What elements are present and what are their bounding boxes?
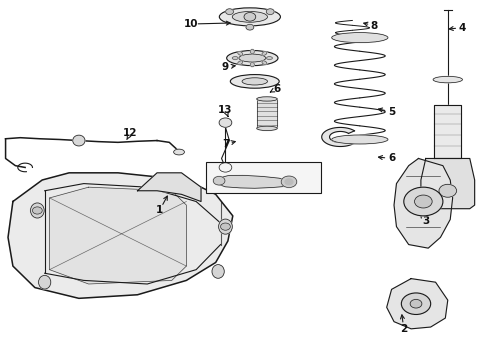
Polygon shape <box>421 158 475 209</box>
Ellipse shape <box>238 61 243 64</box>
Polygon shape <box>138 173 201 202</box>
Ellipse shape <box>257 126 277 131</box>
Text: 13: 13 <box>218 105 233 115</box>
Text: 9: 9 <box>222 62 229 72</box>
Circle shape <box>401 293 431 315</box>
Polygon shape <box>8 173 233 298</box>
Circle shape <box>219 163 232 172</box>
Ellipse shape <box>433 76 463 83</box>
Text: 4: 4 <box>459 23 466 33</box>
Text: 1: 1 <box>156 206 163 216</box>
Polygon shape <box>387 279 448 329</box>
Text: 5: 5 <box>388 107 395 117</box>
Polygon shape <box>322 127 354 147</box>
Text: 2: 2 <box>400 324 407 334</box>
Ellipse shape <box>227 50 278 66</box>
Circle shape <box>213 176 225 185</box>
Ellipse shape <box>212 265 224 278</box>
Polygon shape <box>434 105 462 158</box>
Ellipse shape <box>262 51 267 55</box>
Polygon shape <box>394 158 453 248</box>
Polygon shape <box>257 99 277 129</box>
Ellipse shape <box>238 51 243 55</box>
Ellipse shape <box>332 135 388 144</box>
Ellipse shape <box>39 275 51 289</box>
Text: 11: 11 <box>274 177 289 187</box>
Text: 12: 12 <box>123 129 137 138</box>
Circle shape <box>246 24 254 30</box>
Circle shape <box>244 13 256 21</box>
Text: 10: 10 <box>184 19 198 29</box>
Ellipse shape <box>230 75 279 88</box>
Ellipse shape <box>242 78 268 85</box>
Circle shape <box>281 176 297 188</box>
Text: 6: 6 <box>388 153 395 163</box>
Ellipse shape <box>250 62 254 67</box>
Ellipse shape <box>262 61 267 64</box>
Circle shape <box>285 179 293 185</box>
Ellipse shape <box>232 57 238 59</box>
Text: 8: 8 <box>371 21 378 31</box>
Ellipse shape <box>332 33 388 42</box>
Ellipse shape <box>73 135 85 146</box>
Circle shape <box>266 9 274 14</box>
Circle shape <box>415 195 432 208</box>
Ellipse shape <box>30 203 44 218</box>
Circle shape <box>220 223 230 230</box>
Ellipse shape <box>232 12 268 22</box>
Text: 3: 3 <box>422 216 429 226</box>
Circle shape <box>219 118 232 127</box>
Polygon shape <box>49 187 186 284</box>
Circle shape <box>226 9 233 14</box>
Ellipse shape <box>220 8 280 26</box>
Circle shape <box>32 207 42 214</box>
Ellipse shape <box>239 54 266 62</box>
Ellipse shape <box>173 149 184 155</box>
Circle shape <box>439 184 457 197</box>
Circle shape <box>410 300 422 308</box>
Text: 7: 7 <box>222 139 229 149</box>
Ellipse shape <box>257 97 277 101</box>
Polygon shape <box>216 175 292 188</box>
Ellipse shape <box>219 219 232 234</box>
Text: 6: 6 <box>273 84 280 94</box>
Ellipse shape <box>267 57 272 59</box>
FancyBboxPatch shape <box>206 162 321 193</box>
Ellipse shape <box>250 49 254 54</box>
Circle shape <box>404 187 443 216</box>
